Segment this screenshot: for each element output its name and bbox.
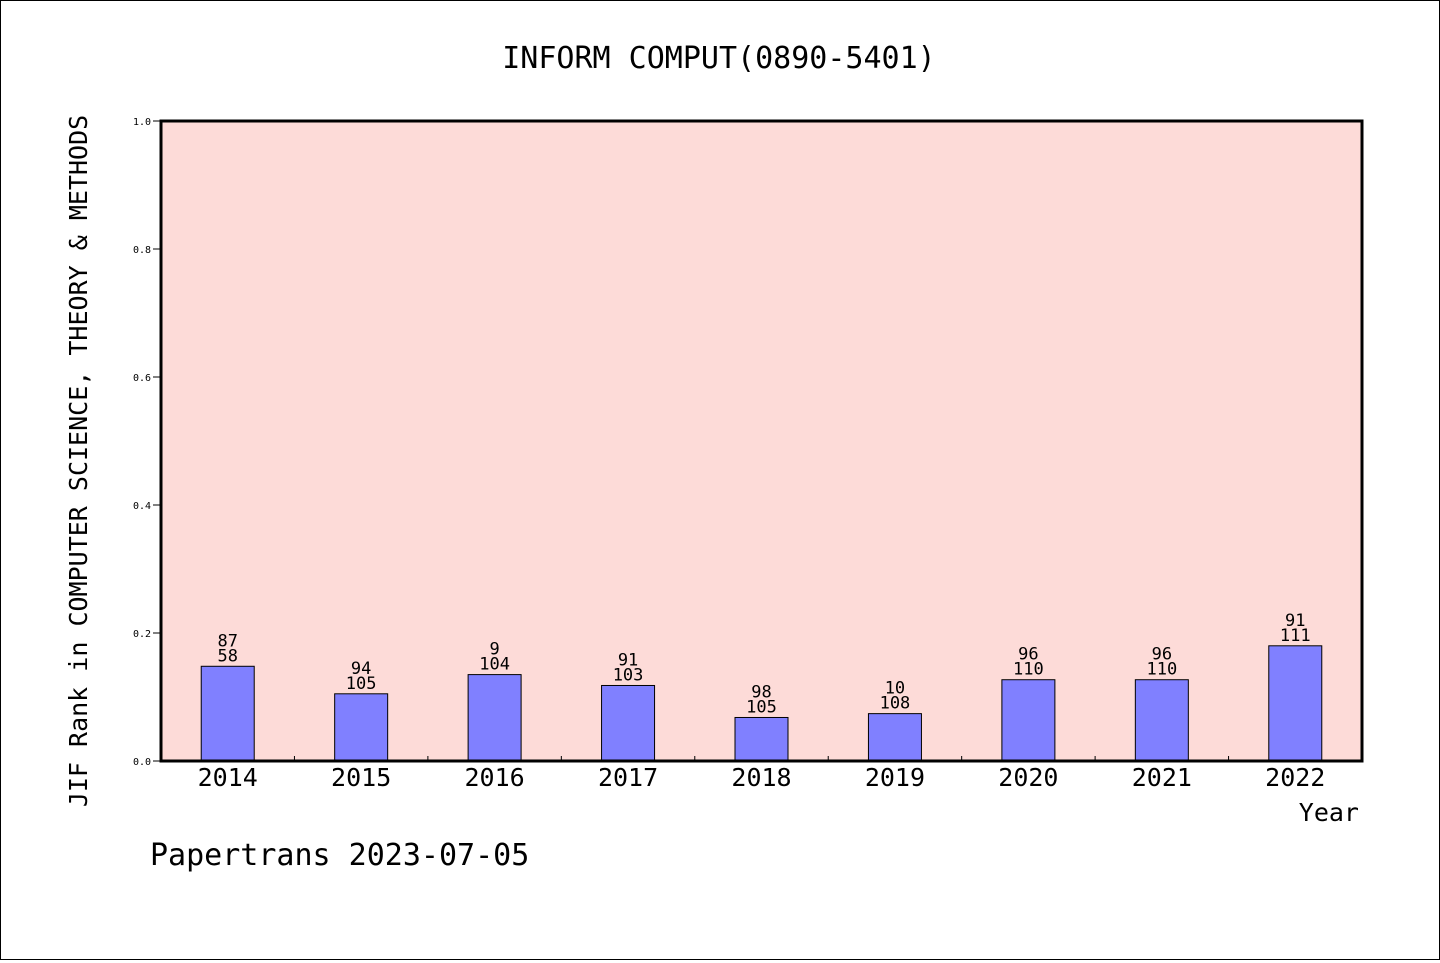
bar-2014 bbox=[200, 665, 255, 762]
bar-label-bottom: 108 bbox=[880, 694, 911, 714]
bar-label-bottom: 103 bbox=[613, 665, 644, 685]
bar-label-top: 91 bbox=[1285, 611, 1305, 631]
x-tick-label: 2016 bbox=[465, 763, 525, 792]
bar-label-top: 87 bbox=[217, 631, 237, 651]
y-tick-label: 0.6 bbox=[133, 373, 151, 384]
bar-label-top: 96 bbox=[1152, 645, 1172, 665]
y-tick-label: 0.4 bbox=[133, 501, 151, 512]
bar-2017 bbox=[601, 684, 656, 762]
bar-2015 bbox=[334, 693, 389, 762]
x-tick-label: 2017 bbox=[598, 763, 658, 792]
bar-2018 bbox=[734, 716, 789, 762]
x-tick-label: 2020 bbox=[998, 763, 1058, 792]
y-axis-title: JIF Rank in COMPUTER SCIENCE, THEORY & M… bbox=[64, 115, 93, 807]
x-tick-label: 2022 bbox=[1265, 763, 1325, 792]
bar-label-bottom: 105 bbox=[346, 674, 377, 694]
x-tick-label: 2018 bbox=[731, 763, 791, 792]
x-tick-label: 2014 bbox=[198, 763, 258, 792]
x-tick-label: 2021 bbox=[1132, 763, 1192, 792]
chart-title: INFORM COMPUT(0890-5401) bbox=[502, 41, 935, 76]
bar-label-top: 98 bbox=[751, 682, 771, 702]
bar-label-bottom: 58 bbox=[217, 646, 237, 666]
bar-2020 bbox=[1001, 679, 1056, 762]
y-tick-label: 1.0 bbox=[133, 117, 151, 128]
x-axis-title: Year bbox=[1299, 798, 1359, 827]
y-tick-label: 0.8 bbox=[133, 245, 151, 256]
bar-label-bottom: 104 bbox=[479, 655, 510, 675]
y-tick-label: 0.2 bbox=[133, 629, 151, 640]
bar-label-bottom: 110 bbox=[1146, 660, 1177, 680]
y-tick-label: 0.0 bbox=[133, 757, 151, 768]
bar-label-top: 91 bbox=[618, 650, 638, 670]
bar-label-top: 10 bbox=[885, 679, 905, 699]
x-tick-label: 2015 bbox=[331, 763, 391, 792]
bar-label-bottom: 110 bbox=[1013, 660, 1044, 680]
bar-2016 bbox=[467, 674, 522, 762]
bar-2022 bbox=[1268, 645, 1323, 762]
plot-border bbox=[159, 119, 1364, 763]
plot-area bbox=[161, 121, 1362, 761]
bar-label-top: 96 bbox=[1018, 645, 1038, 665]
x-tick-label: 2019 bbox=[865, 763, 925, 792]
bar-label-bottom: 111 bbox=[1280, 626, 1311, 646]
footer-credit: Papertrans 2023-07-05 bbox=[150, 838, 529, 873]
bar-2021 bbox=[1134, 679, 1189, 762]
bar-label-bottom: 105 bbox=[746, 697, 777, 717]
bar-label-top: 9 bbox=[489, 640, 499, 660]
bar-2019 bbox=[867, 713, 922, 762]
bar-label-top: 94 bbox=[351, 659, 371, 679]
